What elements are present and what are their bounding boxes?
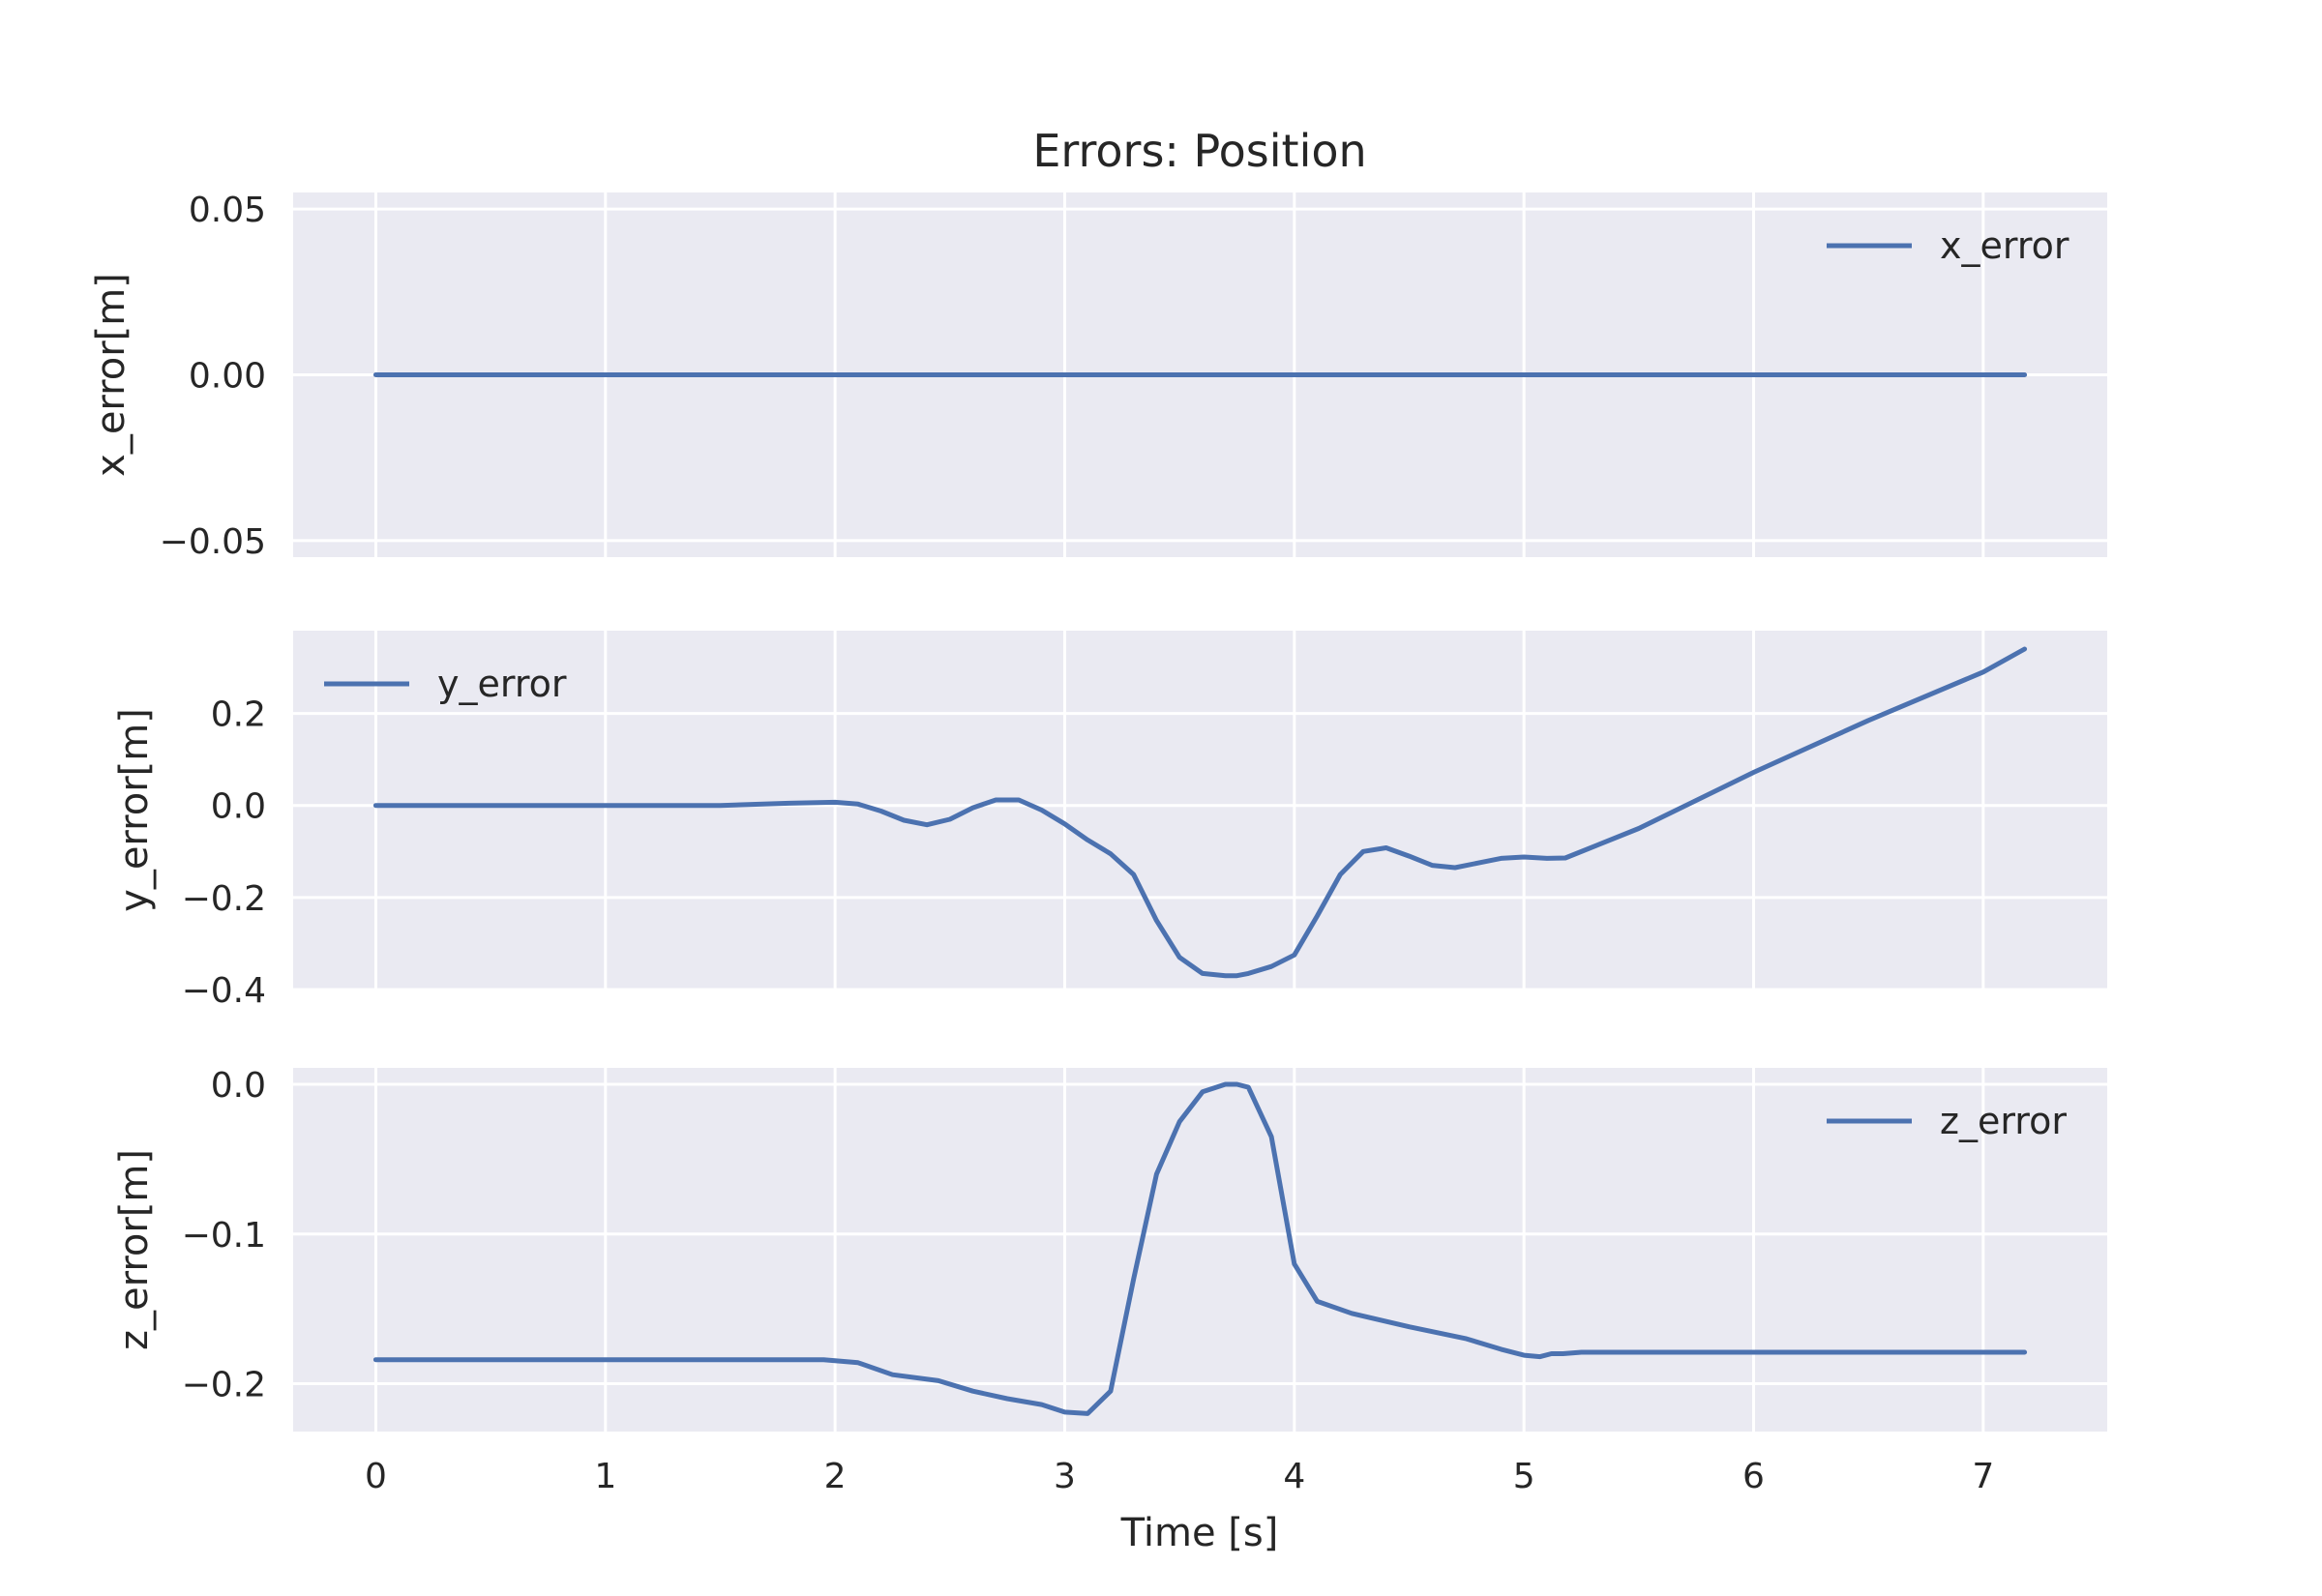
plot-area: [293, 1068, 2107, 1432]
x-tick-label: 1: [594, 1457, 616, 1496]
subplot-3: 0 1 2 3 4 5 6 7 −0.2 −0.1 0.0 z_error[m] z_error: [112, 1066, 2107, 1496]
y-axis-label: z_error[m]: [112, 1149, 157, 1350]
x-tick-label: 7: [1972, 1457, 1994, 1496]
subplot-2: −0.4 −0.2 0.0 0.2 y_error[m] y_error: [112, 631, 2107, 1011]
y-tick-label: −0.05: [160, 522, 266, 562]
x-tick-label: 4: [1283, 1457, 1305, 1496]
legend: z_error: [1827, 1100, 2067, 1142]
x-axis-label: Time [s]: [1120, 1511, 1279, 1555]
y-axis-label: y_error[m]: [112, 708, 157, 912]
series-line-z_error: [372, 1081, 2028, 1416]
y-tick-label: 0.0: [211, 1066, 266, 1106]
plot-area: [293, 631, 2107, 990]
x-tick-label: 0: [365, 1457, 387, 1496]
subplot-1: −0.05 0.00 0.05 x_error[m] x_error: [89, 191, 2107, 562]
x-tick-label: 2: [824, 1457, 847, 1496]
y-tick-label: 0.05: [189, 191, 266, 230]
y-tick-label: −0.1: [182, 1216, 266, 1256]
y-tick-label: −0.2: [182, 879, 266, 919]
subplots: −0.050.000.05x_error[m]x_error−0.4−0.20.…: [89, 191, 2107, 1496]
y-axis-label: x_error[m]: [89, 273, 134, 477]
legend-label: z_error: [1940, 1100, 2067, 1142]
legend-label: x_error: [1940, 224, 2069, 267]
y-tick-label: 0.0: [211, 787, 266, 827]
legend: y_error: [324, 663, 567, 705]
y-tick-label: −0.2: [182, 1365, 266, 1404]
legend-label: y_error: [437, 663, 567, 705]
x-tick-label: 3: [1054, 1457, 1076, 1496]
series-line-y_error: [372, 646, 2028, 979]
x-tick-label: 5: [1513, 1457, 1535, 1496]
x-tick-label: 6: [1742, 1457, 1765, 1496]
y-tick-label: 0.2: [211, 695, 266, 735]
legend: x_error: [1827, 224, 2069, 267]
y-tick-label: −0.4: [182, 971, 266, 1011]
figure-title: Errors: Position: [1032, 125, 1366, 177]
y-tick-label: 0.00: [189, 357, 266, 397]
